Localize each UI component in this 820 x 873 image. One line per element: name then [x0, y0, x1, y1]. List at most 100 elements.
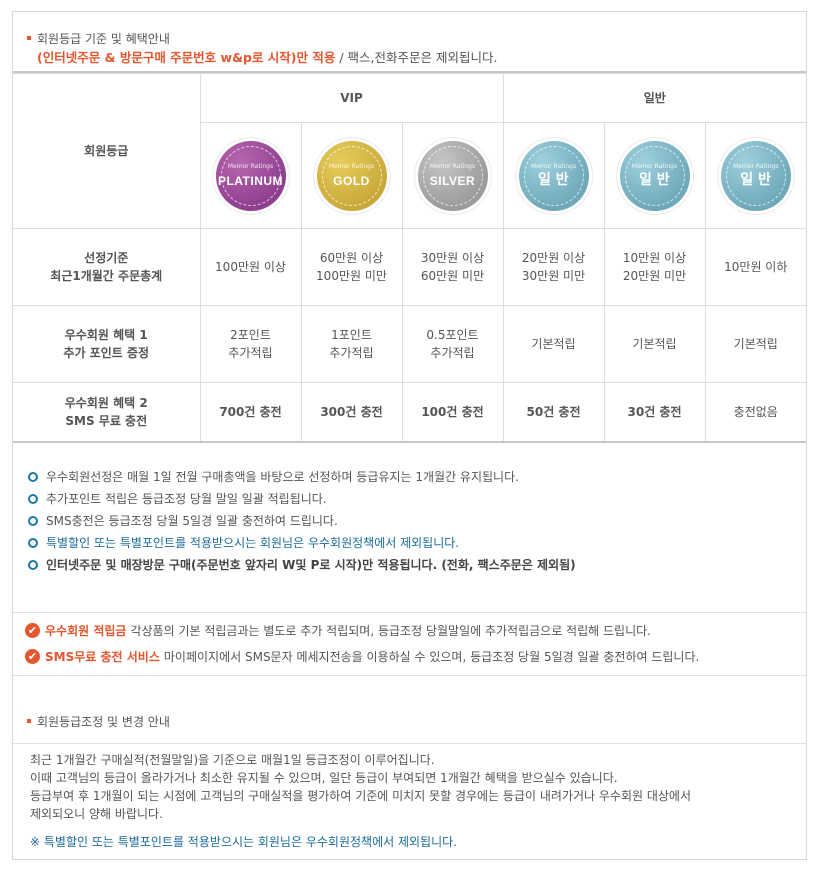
- group-vip-header: VIP: [199, 73, 504, 123]
- value-text: 10만원 이하: [724, 260, 788, 274]
- badge-small-text: Memor Ratings: [227, 162, 274, 170]
- group-vip-text: VIP: [340, 91, 363, 105]
- sms-value-cell: 50건 충전: [502, 382, 605, 443]
- badge-ring: [624, 145, 685, 206]
- value-cell: 1포인트 추가적립: [300, 305, 403, 383]
- badge-cell: Memor Ratings GOLD: [300, 122, 403, 229]
- badge-ring: [725, 145, 786, 206]
- divider-2: [13, 675, 806, 676]
- grade-badge-icon: Memor Ratings 일 반: [518, 140, 589, 211]
- divider-3: [13, 743, 806, 744]
- note-item: 특별할인 또는 특별포인트를 적용받으시는 회원님은 우수회원정책에서 제외됩니…: [28, 533, 576, 555]
- grade-badge-icon: Memor Ratings PLATINUM: [215, 140, 286, 211]
- value-cell: 20만원 이상 30만원 미만: [502, 228, 605, 306]
- content-frame: [12, 11, 807, 860]
- badge-cell: Memor Ratings PLATINUM: [199, 122, 302, 229]
- benefit1-label-2: 추가 포인트 증정: [63, 346, 150, 360]
- badge-small-text: Memor Ratings: [328, 162, 375, 170]
- adjust-line: 최근 1개월간 구매실적(전월말일)을 기준으로 매월1일 등급조정이 이루어집…: [30, 753, 435, 767]
- badge-ring: [321, 145, 382, 206]
- value-cell: 기본적립: [603, 305, 706, 383]
- circle-bullet-icon: [28, 471, 38, 482]
- note-text: 우수회원선정은 매월 1일 전월 구매총액을 바탕으로 선정하며 등급유지는 1…: [46, 470, 519, 484]
- section-title-grade: 회원등급 기준 및 혜택안내: [27, 30, 170, 47]
- note-item: 우수회원선정은 매월 1일 전월 구매총액을 바탕으로 선정하며 등급유지는 1…: [28, 467, 576, 489]
- note-text: 특별할인 또는 특별포인트를 적용받으시는 회원님은 우수회원정책에서 제외됩니…: [46, 536, 460, 550]
- sms-value-cell: 700건 충전: [199, 382, 302, 443]
- value-text: 기본적립: [531, 337, 576, 351]
- sms-value-text: 700건 충전: [219, 404, 282, 419]
- value-text: 기본적립: [733, 337, 778, 351]
- badge-cell: Memor Ratings 일 반: [603, 122, 706, 229]
- benefit1-label-cell: 우수회원 혜택 1 추가 포인트 증정: [13, 305, 201, 383]
- value-cell: 0.5포인트 추가적립: [401, 305, 504, 383]
- check-icon: ✔: [25, 649, 40, 664]
- sms-value-text: 충전없음: [733, 404, 778, 419]
- circle-bullet-icon: [28, 515, 38, 526]
- notice-highlight: (인터넷주문 & 방문구매 주문번호 w&p로 시작)만 적용: [37, 50, 336, 65]
- criteria-label-1: 선정기준: [84, 251, 129, 265]
- grade-badge-icon: Memor Ratings 일 반: [619, 140, 690, 211]
- adjust-paragraph: 최근 1개월간 구매실적(전월말일)을 기준으로 매월1일 등급조정이 이루어집…: [30, 751, 691, 823]
- benefit2-label-1: 우수회원 혜택 2: [64, 395, 148, 410]
- value-cell: 60만원 이상 100만원 미만: [300, 228, 403, 306]
- grade-label-cell: 회원등급: [13, 73, 201, 229]
- adjust-line: 등급부여 후 1개월이 되는 시점에 고객님의 구매실적을 평가하여 기준에 미…: [30, 789, 692, 803]
- badge-grade-text: PLATINUM: [217, 173, 284, 188]
- benefit2-label-cell: 우수회원 혜택 2 SMS 무료 충전: [13, 382, 201, 443]
- value-text: 100만원 미만: [316, 269, 387, 283]
- grade-badge-icon: Memor Ratings 일 반: [720, 140, 791, 211]
- benefit2-label-2: SMS 무료 충전: [65, 413, 148, 428]
- sms-value-cell: 300건 충전: [300, 382, 403, 443]
- value-cell: 기본적립: [502, 305, 605, 383]
- value-text: 추가적립: [430, 346, 475, 360]
- value-text: 기본적립: [632, 337, 677, 351]
- group-general-text: 일반: [643, 91, 666, 105]
- circle-bullet-icon: [28, 559, 38, 570]
- benefit-points: ✔ 우수회원 적립금 각상품의 기본 적립금과는 별도로 추가 적립되며, 등급조정…: [25, 622, 651, 639]
- badge-grade-text: GOLD: [333, 173, 370, 188]
- notice-rest: / 팩스,전화주문은 제외됩니다.: [335, 50, 498, 65]
- badge-grade-text: SILVER: [429, 173, 476, 188]
- notes-list: 우수회원선정은 매월 1일 전월 구매총액을 바탕으로 선정하며 등급유지는 1…: [28, 467, 576, 577]
- value-cell: 2포인트 추가적립: [199, 305, 302, 383]
- grade-label: 회원등급: [84, 144, 129, 158]
- badge-ring: [523, 145, 584, 206]
- badge-small-text: Memor Ratings: [631, 162, 678, 170]
- benefit1-row: 우수회원 혜택 1 추가 포인트 증정 2포인트 추가적립 1포인트 추가적립 0.5포인…: [13, 305, 807, 383]
- value-text: 100만원 이상: [215, 260, 286, 274]
- value-text: 1포인트: [331, 328, 372, 342]
- value-cell: 100만원 이상: [199, 228, 302, 306]
- badge-small-text: Memor Ratings: [429, 162, 476, 170]
- grade-badge-icon: Memor Ratings SILVER: [417, 140, 488, 211]
- apply-notice: (인터넷주문 & 방문구매 주문번호 w&p로 시작)만 적용 / 팩스,전화주…: [37, 47, 497, 66]
- value-text: 60만원 미만: [420, 269, 485, 283]
- table-top-border: [13, 71, 806, 73]
- badge-small-text: Memor Ratings: [733, 162, 779, 170]
- sms-value-cell: 30건 충전: [603, 382, 706, 443]
- section-title-text: 회원등급 기준 및 혜택안내: [37, 32, 170, 46]
- note-item: 추가포인트 적립은 등급조정 당월 말일 일괄 적립됩니다.: [28, 489, 576, 511]
- badge-ring: [220, 145, 281, 206]
- adjust-footnote: ※ 특별할인 또는 특별포인트를 적용받으시는 회원님은 우수회원정책에서 제외…: [30, 835, 457, 849]
- value-cell: 기본적립: [704, 305, 807, 383]
- value-text: 30만원 미만: [521, 269, 586, 283]
- value-cell: 10만원 이상 20만원 미만: [603, 228, 706, 306]
- bullet-icon: [27, 718, 31, 723]
- benefit1-label-1: 우수회원 혜택 1: [64, 328, 148, 342]
- table-group-row: 회원등급 VIP 일반: [13, 73, 807, 229]
- badge-cell: Memor Ratings SILVER: [401, 122, 504, 229]
- circle-bullet-icon: [28, 493, 38, 504]
- benefit-sms-text: 마이페이지에서 SMS문자 메세지전송을 이용하실 수 있으며, 등급조정 당월…: [163, 650, 700, 664]
- sms-value-text: 300건 충전: [320, 404, 383, 419]
- grade-badge-icon: Memor Ratings GOLD: [316, 140, 387, 211]
- badge-cell: Memor Ratings 일 반: [704, 122, 807, 229]
- criteria-label-2: 최근1개월간 주문총계: [50, 269, 163, 283]
- section-title-adjust: 회원등급조정 및 변경 안내: [27, 713, 170, 730]
- badge-grade-text: 일 반: [740, 170, 772, 187]
- benefit-sms: ✔ SMS무료 충전 서비스 마이페이지에서 SMS문자 메세지전송을 이용하실 수…: [25, 648, 699, 665]
- badge-small-text: Memor Ratings: [530, 162, 577, 170]
- adjust-line: 이때 고객님의 등급이 올라가거나 최소한 유지될 수 있으며, 일단 등급이 …: [30, 771, 618, 785]
